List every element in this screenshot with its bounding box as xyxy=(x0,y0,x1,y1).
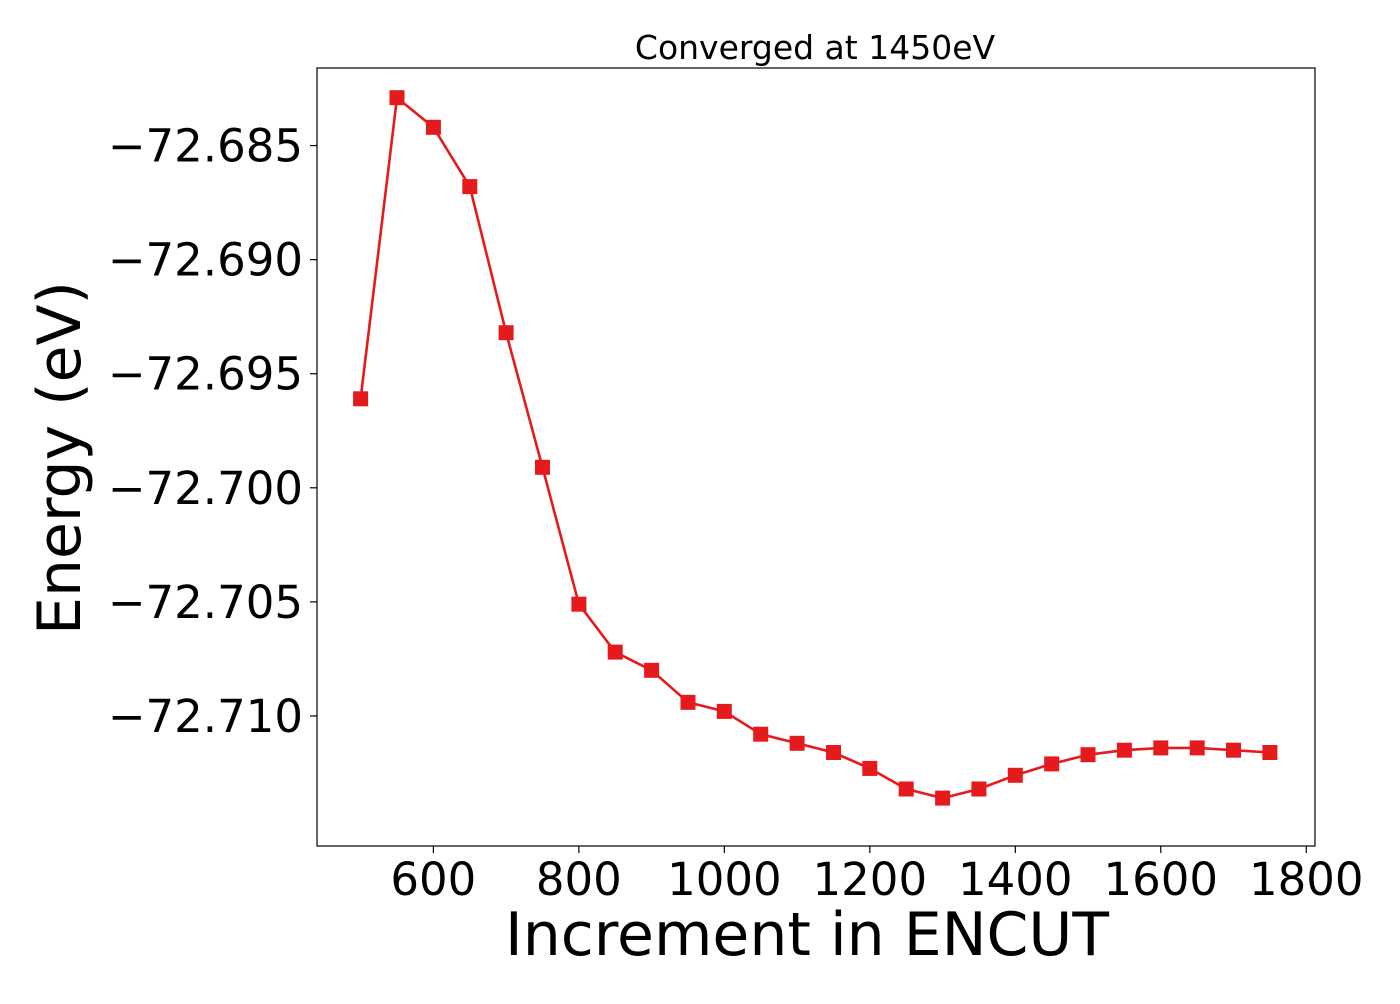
y-tick-label: −72.690 xyxy=(108,234,303,287)
x-axis-label: Increment in ENCUT xyxy=(505,900,1109,970)
data-point-marker xyxy=(826,745,841,760)
data-point-marker xyxy=(607,644,623,660)
x-tick-label: 1400 xyxy=(958,853,1073,906)
x-tick-label: 1200 xyxy=(813,853,928,906)
data-point-marker xyxy=(389,90,405,106)
data-point-marker xyxy=(971,781,987,797)
y-tick-label: −72.710 xyxy=(108,690,303,743)
series-layer xyxy=(353,90,1278,806)
axes-layer xyxy=(316,67,1316,847)
data-point-marker xyxy=(1080,747,1096,763)
data-point-marker xyxy=(1044,756,1060,772)
ticks-layer: 600 800 1000 1200 1400 1600 1800 −72.685 −72.690… xyxy=(108,120,1364,906)
data-point-marker xyxy=(353,391,369,407)
x-tick-label: 1800 xyxy=(1249,853,1364,906)
data-point-marker xyxy=(462,179,478,195)
plot-frame xyxy=(316,67,1316,847)
data-point-marker xyxy=(753,726,769,742)
data-point-marker xyxy=(680,694,696,710)
x-tick-label: 1600 xyxy=(1104,853,1219,906)
data-point-marker xyxy=(498,325,514,341)
y-tick-label: −72.700 xyxy=(108,462,303,515)
data-point-marker xyxy=(1116,742,1132,758)
data-point-marker xyxy=(1007,767,1023,783)
data-point-marker xyxy=(716,703,732,719)
data-point-marker xyxy=(1189,740,1205,756)
y-tick-label: −72.705 xyxy=(108,576,303,629)
data-point-marker xyxy=(425,119,441,135)
data-point-marker xyxy=(898,781,914,797)
data-point-marker xyxy=(1153,740,1169,756)
y-tick-label: −72.695 xyxy=(108,348,303,401)
data-point-marker xyxy=(935,790,951,806)
data-point-marker xyxy=(862,760,878,776)
data-point-marker xyxy=(789,735,805,751)
x-tick-label: 600 xyxy=(390,853,476,906)
y-axis-label: Energy (eV) xyxy=(25,281,95,635)
data-point-marker xyxy=(1262,745,1278,760)
data-point-marker xyxy=(535,459,550,475)
data-point-marker xyxy=(1226,742,1241,758)
data-point-marker xyxy=(571,596,587,612)
data-point-marker xyxy=(644,662,660,678)
y-tick-label: −72.685 xyxy=(108,120,303,173)
x-tick-label: 1000 xyxy=(667,853,782,906)
x-tick-label: 800 xyxy=(536,853,622,906)
chart-title: Converged at 1450eV xyxy=(635,28,996,67)
